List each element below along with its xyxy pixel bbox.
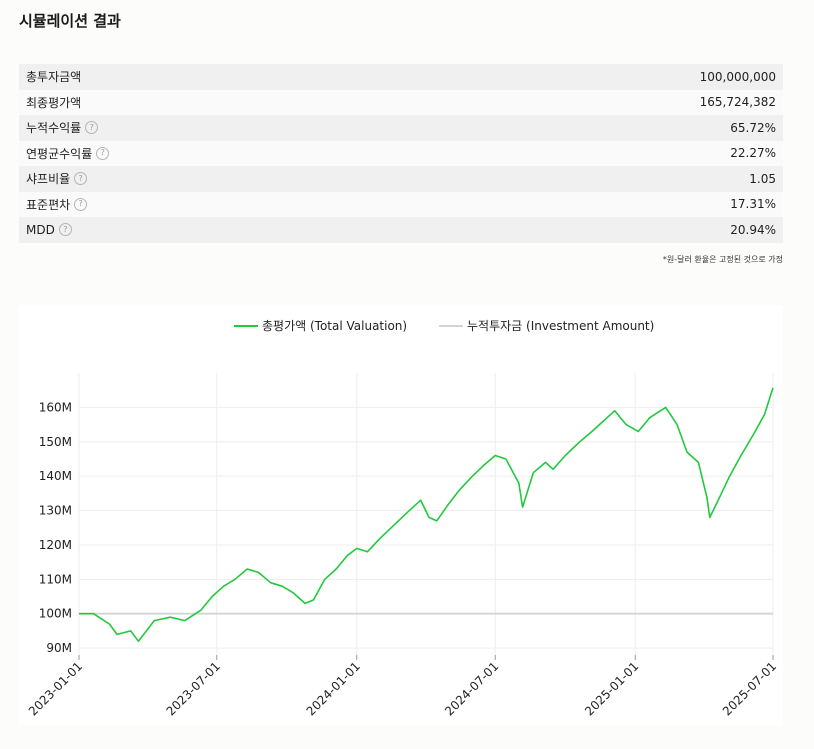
legend[interactable]: 총평가액 (Total Valuation) 누적투자금 (Investment … — [234, 319, 654, 333]
stats-row: 총투자금액 100,000,000 — [19, 64, 783, 90]
y-tick-label: 130M — [39, 504, 72, 518]
x-axis: 2023-01-01 2023-07-01 2024-01-01 2024-07-01… — [26, 655, 779, 718]
legend-label: 누적투자금 (Investment Amount) — [467, 319, 654, 333]
stats-label: 총투자금액 — [26, 68, 81, 85]
y-tick-label: 120M — [39, 538, 72, 552]
x-tick-label: 2025-01-01 — [582, 659, 641, 718]
stats-row: 연평균수익률? 22.27% — [19, 140, 783, 166]
stats-value: 100,000,000 — [699, 69, 776, 84]
stats-value: 65.72% — [730, 120, 776, 135]
stats-label: 연평균수익률? — [26, 145, 110, 162]
grid — [78, 373, 774, 655]
stats-label: 최종평가액 — [26, 94, 81, 111]
y-tick-label: 110M — [39, 572, 72, 586]
exchange-rate-note: *원-달러 환율은 고정된 것으로 가정 — [662, 255, 783, 264]
stats-label-text: 누적수익률 — [26, 121, 82, 136]
y-tick-label: 140M — [39, 469, 72, 483]
stats-label-text: MDD — [26, 222, 55, 237]
help-icon[interactable]: ? — [96, 146, 110, 160]
stats-value: 165,724,382 — [699, 95, 776, 110]
stats-label-text: 최종평가액 — [26, 95, 82, 110]
y-tick-label: 100M — [39, 607, 72, 621]
y-tick-label: 160M — [39, 400, 72, 414]
help-icon[interactable]: ? — [74, 172, 88, 186]
stats-value: 1.05 — [749, 171, 776, 186]
stats-row: 최종평가액 165,724,382 — [19, 89, 783, 115]
x-tick-label: 2025-07-01 — [720, 659, 779, 718]
chart-container: 총평가액 (Total Valuation) 누적투자금 (Investment … — [19, 305, 783, 725]
help-icon[interactable]: ? — [85, 121, 99, 135]
legend-label: 총평가액 (Total Valuation) — [262, 319, 407, 333]
stats-label-text: 총투자금액 — [26, 70, 82, 85]
help-icon[interactable]: ? — [74, 197, 88, 211]
stats-label: 누적수익률? — [26, 119, 99, 136]
y-axis: 90M 100M 110M 120M 130M 140M 150M 160M — [39, 400, 72, 655]
stats-label-text: 연평균수익률 — [26, 146, 93, 161]
x-tick-label: 2023-01-01 — [26, 659, 85, 718]
help-icon[interactable]: ? — [58, 223, 72, 237]
stats-row: 누적수익률? 65.72% — [19, 115, 783, 141]
series-lines — [79, 387, 774, 643]
stats-label-text: 샤프비율 — [26, 172, 71, 187]
x-tick-label: 2024-01-01 — [304, 659, 363, 718]
x-tick-label: 2023-07-01 — [164, 659, 223, 718]
stats-row: MDD? 20.94% — [19, 217, 783, 243]
stats-value: 17.31% — [730, 197, 776, 212]
stats-label: 표준편차? — [26, 196, 88, 213]
y-tick-label: 90M — [46, 641, 72, 655]
y-tick-label: 150M — [39, 435, 72, 449]
stats-value: 22.27% — [730, 146, 776, 161]
stats-label: MDD? — [26, 223, 72, 237]
total-valuation-line — [79, 387, 774, 643]
stats-label: 샤프비율? — [26, 170, 88, 187]
valuation-chart: 총평가액 (Total Valuation) 누적투자금 (Investment … — [26, 319, 779, 718]
x-tick-label: 2024-07-01 — [442, 659, 501, 718]
stats-row: 샤프비율? 1.05 — [19, 166, 783, 192]
stats-value: 20.94% — [730, 222, 776, 237]
stats-label-text: 표준편차 — [26, 197, 71, 212]
stats-table: 총투자금액 100,000,000 최종평가액 165,724,382 누적수익률? 65… — [19, 64, 783, 243]
page-title: 시뮬레이션 결과 — [19, 12, 121, 30]
stats-row: 표준편차? 17.31% — [19, 191, 783, 217]
